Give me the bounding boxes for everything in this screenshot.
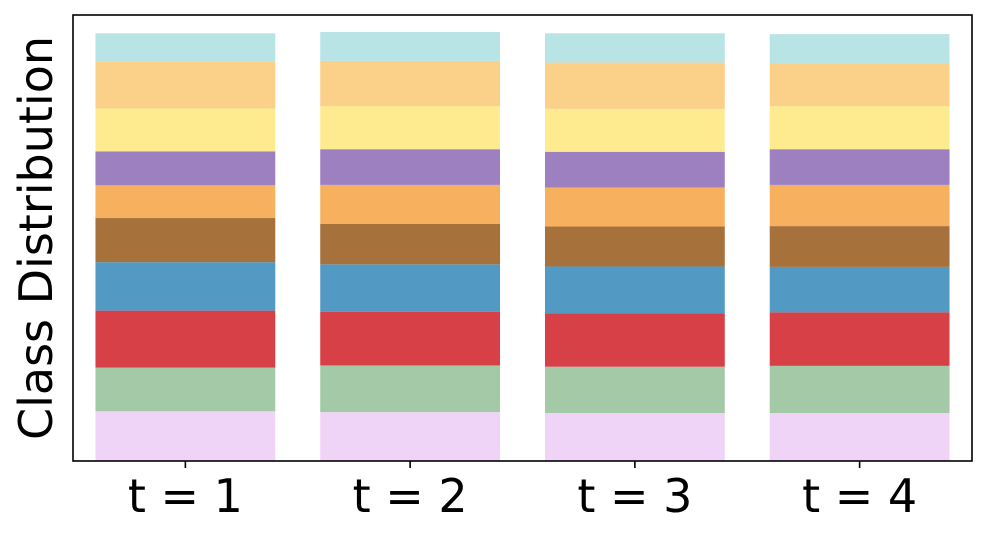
bar-segment-2-6	[320, 184, 501, 224]
plot-frame	[72, 14, 973, 462]
bar-segment-2-7	[320, 149, 501, 185]
bar-segment-4-4	[769, 266, 950, 313]
x-tick-label: t = 2	[353, 469, 468, 523]
bar-segment-3-9	[544, 62, 725, 109]
bar-segment-4-2	[769, 365, 950, 413]
stacked-bars	[95, 31, 950, 461]
bar-segment-2-1	[320, 412, 501, 461]
bar-segment-4-6	[769, 184, 950, 227]
bar-segment-3-4	[544, 266, 725, 314]
x-tick-label: t = 1	[128, 469, 243, 523]
bar-segment-1-7	[95, 151, 276, 186]
bar-segment-3-6	[544, 187, 725, 227]
bar-segment-3-2	[544, 366, 725, 413]
bar-segment-2-9	[320, 60, 501, 107]
x-axis-ticks: t = 1 t = 2 t = 3 t = 4	[128, 461, 917, 523]
bar-segment-1-3	[95, 310, 276, 368]
x-tick-label: t = 3	[577, 469, 692, 523]
bar-segment-3-8	[544, 108, 725, 152]
bar-segment-1-8	[95, 108, 276, 152]
bar-segment-1-6	[95, 185, 276, 219]
bar-segment-4-1	[769, 413, 950, 461]
bar-segment-2-10	[320, 31, 501, 61]
bar-segment-4-3	[769, 312, 950, 366]
bar-segment-1-5	[95, 218, 276, 263]
bar-segment-2-8	[320, 106, 501, 150]
bar-segment-1-4	[95, 262, 276, 311]
bar-segment-4-8	[769, 106, 950, 150]
bar-segment-1-1	[95, 411, 276, 461]
bar-segment-4-10	[769, 34, 950, 64]
bar-segment-3-7	[544, 151, 725, 188]
x-tick-label: t = 4	[802, 469, 917, 523]
bar-segment-3-3	[544, 313, 725, 367]
bar-segment-2-4	[320, 264, 501, 312]
bar-segment-1-9	[95, 61, 276, 109]
bar-segment-1-2	[95, 367, 276, 412]
bar-segment-2-3	[320, 311, 501, 366]
bar-segment-4-7	[769, 149, 950, 185]
bar-segment-2-2	[320, 365, 501, 413]
bar-segment-1-10	[95, 33, 276, 62]
y-axis-label: Class Distribution	[9, 36, 63, 440]
bar-segment-2-5	[320, 223, 501, 265]
bar-segment-3-10	[544, 33, 725, 63]
bar-segment-3-1	[544, 413, 725, 461]
bar-segment-4-5	[769, 226, 950, 267]
bar-segment-3-5	[544, 226, 725, 267]
bar-segment-4-9	[769, 63, 950, 107]
